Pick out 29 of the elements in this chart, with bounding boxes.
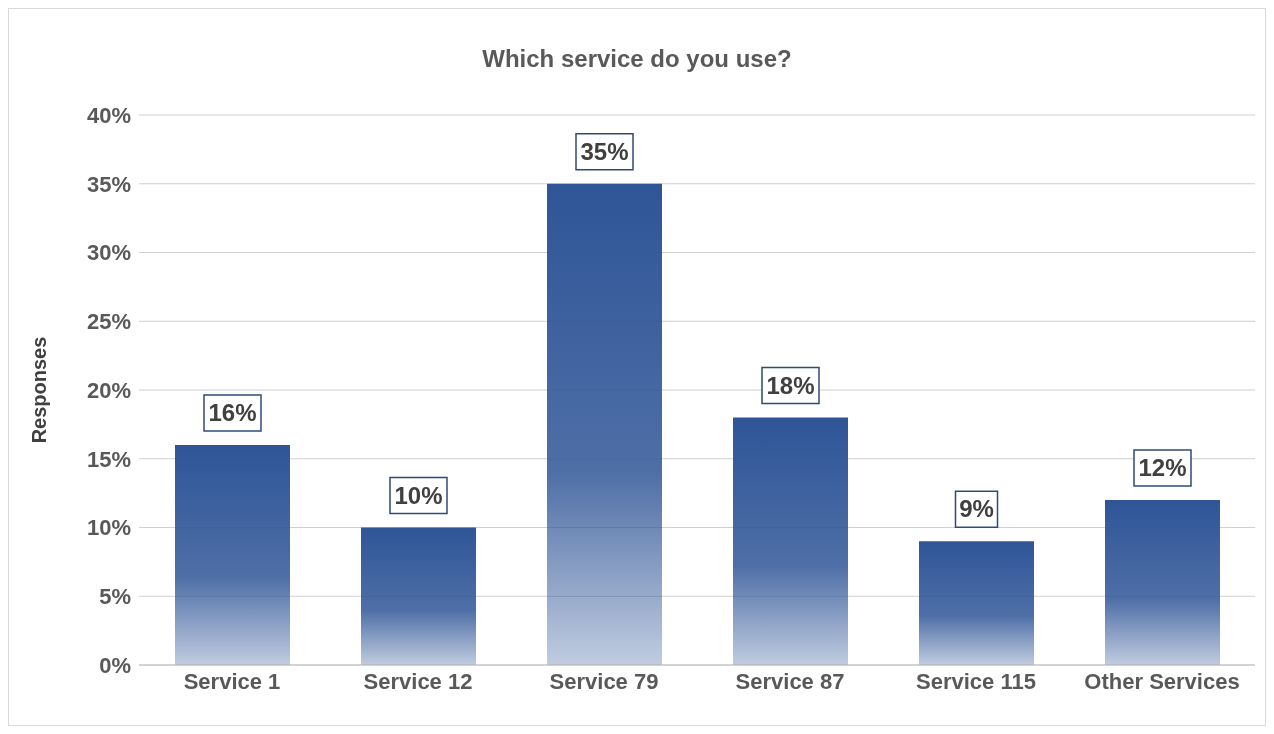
x-tick-label: Service 87 xyxy=(735,668,845,694)
y-tick-label: 20% xyxy=(86,377,131,403)
bar xyxy=(919,541,1034,665)
y-tick-label: 30% xyxy=(86,240,131,266)
y-tick-label: 25% xyxy=(86,309,131,335)
y-tick-label: 0% xyxy=(99,652,131,678)
bar xyxy=(175,445,290,665)
x-tick-label: Other Services xyxy=(1084,668,1240,694)
y-tick-label: 40% xyxy=(86,102,131,128)
data-label: 16% xyxy=(208,399,257,426)
y-tick-label: 15% xyxy=(86,446,131,472)
bar xyxy=(733,417,848,665)
data-label: 35% xyxy=(580,137,629,165)
data-label: 9% xyxy=(959,495,994,523)
y-tick-label: 10% xyxy=(86,515,131,541)
bar xyxy=(361,527,476,665)
chart-title: Which service do you use? xyxy=(481,44,793,74)
x-tick-label: Service 79 xyxy=(549,668,659,694)
y-tick-label: 5% xyxy=(99,584,131,610)
data-label: 18% xyxy=(766,371,815,399)
bar xyxy=(547,183,662,665)
x-tick-label: Service 115 xyxy=(916,668,1036,694)
y-tick-label: 35% xyxy=(86,171,131,197)
bar xyxy=(1105,500,1220,665)
x-tick-label: Service 1 xyxy=(183,668,281,694)
y-axis-title: Responses xyxy=(28,336,51,444)
data-label: 12% xyxy=(1138,454,1187,481)
data-label: 10% xyxy=(394,481,443,509)
x-tick-label: Service 12 xyxy=(363,668,473,694)
